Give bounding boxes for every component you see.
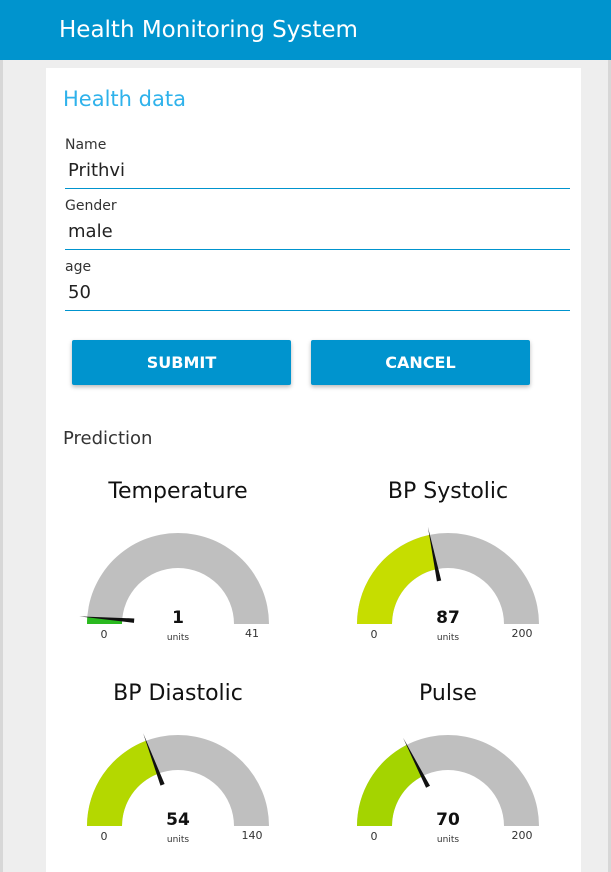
gauge-value: 87 [436,608,460,628]
age-input[interactable] [68,279,558,305]
bp-systolic-gauge: 87 units 0 200 [357,527,539,643]
gauge-min-label: 0 [101,628,108,641]
gauge-value: 54 [166,810,190,830]
bp-diastolic-gauge-title: BP Diastolic [113,681,243,706]
gauge-units: units [167,633,189,643]
gender-input[interactable] [68,218,558,244]
cancel-button[interactable]: CANCEL [311,340,530,385]
name-label: Name [65,137,107,153]
age-label: age [65,259,92,275]
submit-button[interactable]: SUBMIT [72,340,291,385]
prediction-label: Prediction [63,428,153,449]
gauge-needle [143,733,165,786]
gauge-fill [357,534,437,624]
gauge-value: 70 [436,810,460,830]
gauge-fill [357,744,423,826]
right-edge [608,60,611,872]
temperature-gauge-title: Temperature [108,479,248,504]
gauge-min-label: 0 [371,628,378,641]
gauge-needle [427,527,442,582]
gauge-max-label: 41 [245,627,259,640]
left-edge [0,60,3,872]
gauge-max-label: 200 [512,829,533,842]
gender-label: Gender [65,198,117,214]
gauge-units: units [437,633,459,643]
form-title: Health data [63,87,186,111]
gauge-needle [403,737,430,788]
gauge-track [87,533,269,624]
top-bar: Health Monitoring System [0,0,611,60]
bp-systolic-gauge-title: BP Systolic [387,479,509,504]
age-field: age [65,259,570,311]
gauge-needle [79,616,135,623]
gauge-min-label: 0 [101,830,108,843]
name-field: Name [65,137,570,189]
pulse-gauge: 70 units 0 200 [357,735,539,845]
gauge-max-label: 200 [512,627,533,640]
gender-field: Gender [65,198,570,250]
gauge-fill [87,740,159,826]
gauge-units: units [167,835,189,845]
gauge-units: units [437,835,459,845]
gauge-fill [87,617,123,624]
app-title: Health Monitoring System [59,17,358,43]
content-card [46,68,581,872]
gauge-value: 1 [172,608,184,628]
temperature-gauge: 1 units 0 41 [79,533,269,643]
gauge-min-label: 0 [371,830,378,843]
gauge-max-label: 140 [242,829,263,842]
pulse-gauge-title: Pulse [419,681,477,706]
name-input[interactable] [68,157,558,183]
bp-diastolic-gauge: 54 units 0 140 [87,733,269,845]
